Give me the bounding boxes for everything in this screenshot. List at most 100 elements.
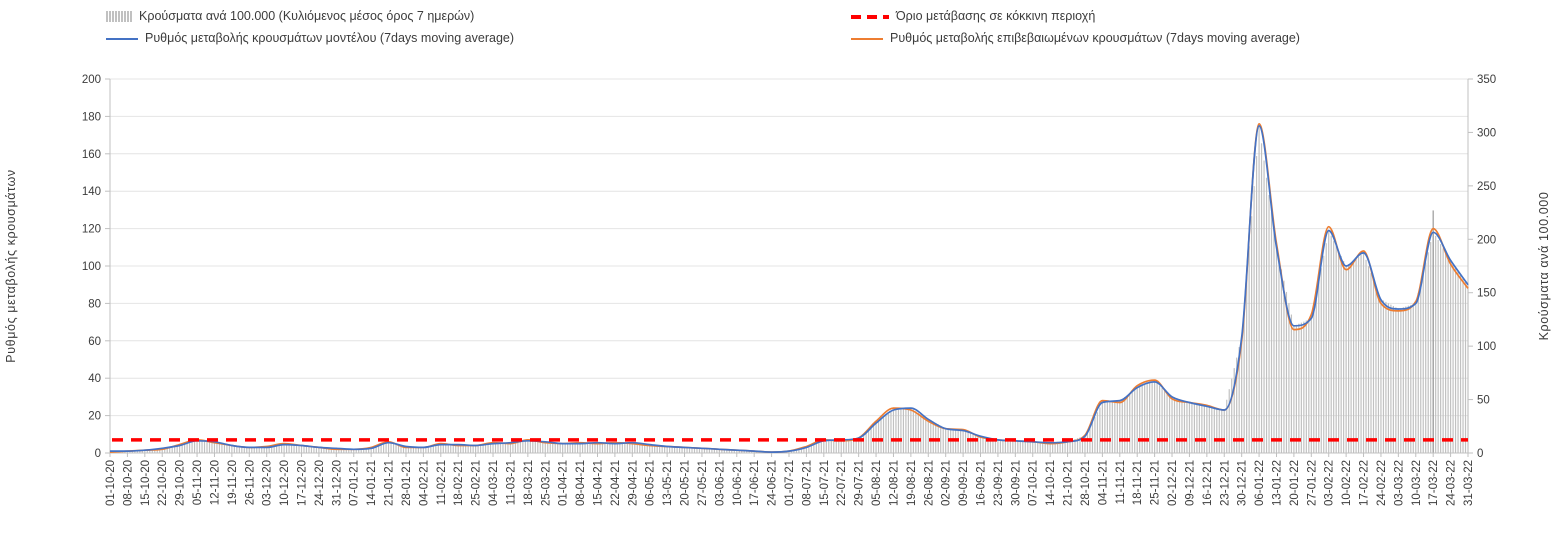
svg-text:22-04-21: 22-04-21 [610,460,622,506]
svg-text:06-01-22: 06-01-22 [1254,460,1266,506]
legend-item-confirmed-rate: Ρυθμός μεταβολής επιβεβαιωμένων κρουσμάτ… [851,31,1561,46]
svg-text:31-12-20: 31-12-20 [331,460,343,506]
svg-text:28-01-21: 28-01-21 [401,460,413,506]
svg-text:80: 80 [88,298,101,310]
svg-text:0: 0 [1477,448,1483,460]
svg-text:24-02-22: 24-02-22 [1376,460,1388,506]
svg-text:15-10-20: 15-10-20 [140,460,152,506]
svg-text:17-03-22: 17-03-22 [1428,460,1440,506]
svg-text:23-12-21: 23-12-21 [1219,460,1231,506]
svg-text:31-03-22: 31-03-22 [1463,460,1475,506]
svg-text:50: 50 [1477,395,1490,407]
svg-text:29-04-21: 29-04-21 [627,460,639,506]
svg-text:08-07-21: 08-07-21 [801,460,813,506]
svg-text:09-12-21: 09-12-21 [1184,460,1196,506]
legend-label-model-rate: Ρυθμός μεταβολής κρουσμάτων μοντέλου (7d… [145,31,515,45]
svg-text:03-12-20: 03-12-20 [262,460,274,506]
outlier-bars [1432,210,1434,453]
svg-text:26-08-21: 26-08-21 [923,460,935,506]
svg-text:23-09-21: 23-09-21 [993,460,1005,506]
svg-text:15-04-21: 15-04-21 [593,460,605,506]
svg-text:120: 120 [82,224,101,236]
svg-text:350: 350 [1477,74,1496,86]
svg-text:24-03-22: 24-03-22 [1446,460,1458,506]
svg-text:03-03-22: 03-03-22 [1393,460,1405,506]
legend-label-cases-per-100k: Κρούσματα ανά 100.000 (Κυλιόμενος μέσος … [139,9,475,23]
svg-text:06-05-21: 06-05-21 [645,460,657,506]
svg-text:200: 200 [1477,234,1496,246]
svg-text:29-10-20: 29-10-20 [175,460,187,506]
svg-text:01-07-21: 01-07-21 [784,460,796,506]
svg-text:27-05-21: 27-05-21 [697,460,709,506]
svg-text:180: 180 [82,111,101,123]
svg-text:05-08-21: 05-08-21 [871,460,883,506]
svg-text:22-07-21: 22-07-21 [836,460,848,506]
model-line-swatch [106,37,138,40]
svg-text:01-10-20: 01-10-20 [105,460,117,506]
legend-label-red-zone-threshold: Όριο μετάβασης σε κόκκινη περιοχή [896,9,1096,23]
svg-text:02-09-21: 02-09-21 [941,460,953,506]
svg-text:21-10-21: 21-10-21 [1063,460,1075,506]
svg-text:200: 200 [82,74,101,86]
chart-legend: Κρούσματα ανά 100.000 (Κυλιόμενος μέσος … [0,9,1561,46]
right-axis-title: Κρούσματα ανά 100.000 [1537,192,1551,341]
svg-text:22-10-20: 22-10-20 [157,460,169,506]
left-axis-labels: 0 20 40 60 80 100 120 140 160 180 200 [82,74,101,460]
svg-text:13-01-22: 13-01-22 [1272,460,1284,506]
svg-text:08-10-20: 08-10-20 [122,460,134,506]
svg-text:16-12-21: 16-12-21 [1202,460,1214,506]
svg-text:10-12-20: 10-12-20 [279,460,291,506]
svg-text:20-01-22: 20-01-22 [1289,460,1301,506]
model-rate-line [109,124,1469,453]
threshold-swatch [851,14,889,19]
svg-text:10-03-22: 10-03-22 [1411,460,1423,506]
svg-text:60: 60 [88,336,101,348]
svg-text:05-11-20: 05-11-20 [192,460,204,505]
svg-text:10-02-22: 10-02-22 [1341,460,1353,506]
right-axis-labels: 0 50 100 150 200 250 300 350 [1477,74,1496,460]
gridlines [110,78,1468,454]
svg-text:19-08-21: 19-08-21 [906,460,918,506]
svg-text:03-06-21: 03-06-21 [714,460,726,506]
svg-text:13-05-21: 13-05-21 [662,460,674,506]
svg-text:20: 20 [88,411,101,423]
svg-text:150: 150 [1477,288,1496,300]
legend-item-red-zone-threshold: Όριο μετάβασης σε κόκκινη περιοχή [851,9,1561,24]
axes [105,78,1473,457]
svg-text:29-07-21: 29-07-21 [854,460,866,506]
svg-text:25-11-21: 25-11-21 [1150,460,1162,505]
legend-item-cases-per-100k: Κρούσματα ανά 100.000 (Κυλιόμενος μέσος … [106,9,851,24]
svg-text:24-06-21: 24-06-21 [767,460,779,506]
svg-text:25-03-21: 25-03-21 [540,460,552,506]
svg-text:300: 300 [1477,127,1496,139]
svg-text:09-09-21: 09-09-21 [958,460,970,506]
svg-text:11-11-21: 11-11-21 [1115,460,1127,504]
svg-text:14-01-21: 14-01-21 [366,460,378,506]
svg-text:26-11-20: 26-11-20 [244,460,256,505]
svg-text:03-02-22: 03-02-22 [1324,460,1336,506]
svg-text:15-07-21: 15-07-21 [819,460,831,506]
svg-text:28-10-21: 28-10-21 [1080,460,1092,506]
svg-text:160: 160 [82,149,101,161]
legend-item-model-rate: Ρυθμός μεταβολής κρουσμάτων μοντέλου (7d… [106,31,851,46]
svg-text:11-02-21: 11-02-21 [436,460,448,505]
svg-text:08-04-21: 08-04-21 [575,460,587,506]
bar-series-swatch [106,11,132,22]
svg-text:18-11-21: 18-11-21 [1132,460,1144,505]
svg-text:30-12-21: 30-12-21 [1237,460,1249,506]
svg-text:17-12-20: 17-12-20 [297,460,309,506]
svg-text:12-08-21: 12-08-21 [889,460,901,506]
svg-text:14-10-21: 14-10-21 [1045,460,1057,506]
svg-text:04-03-21: 04-03-21 [488,460,500,506]
left-axis-title: Ρυθμός μεταβολής κρουσμάτων [4,169,18,362]
svg-text:20-05-21: 20-05-21 [680,460,692,506]
svg-text:18-02-21: 18-02-21 [453,460,465,506]
svg-text:250: 250 [1477,181,1496,193]
svg-text:40: 40 [88,373,101,385]
svg-text:02-12-21: 02-12-21 [1167,460,1179,506]
svg-text:0: 0 [95,448,101,460]
svg-text:24-12-20: 24-12-20 [314,460,326,506]
svg-text:04-11-21: 04-11-21 [1097,460,1109,505]
